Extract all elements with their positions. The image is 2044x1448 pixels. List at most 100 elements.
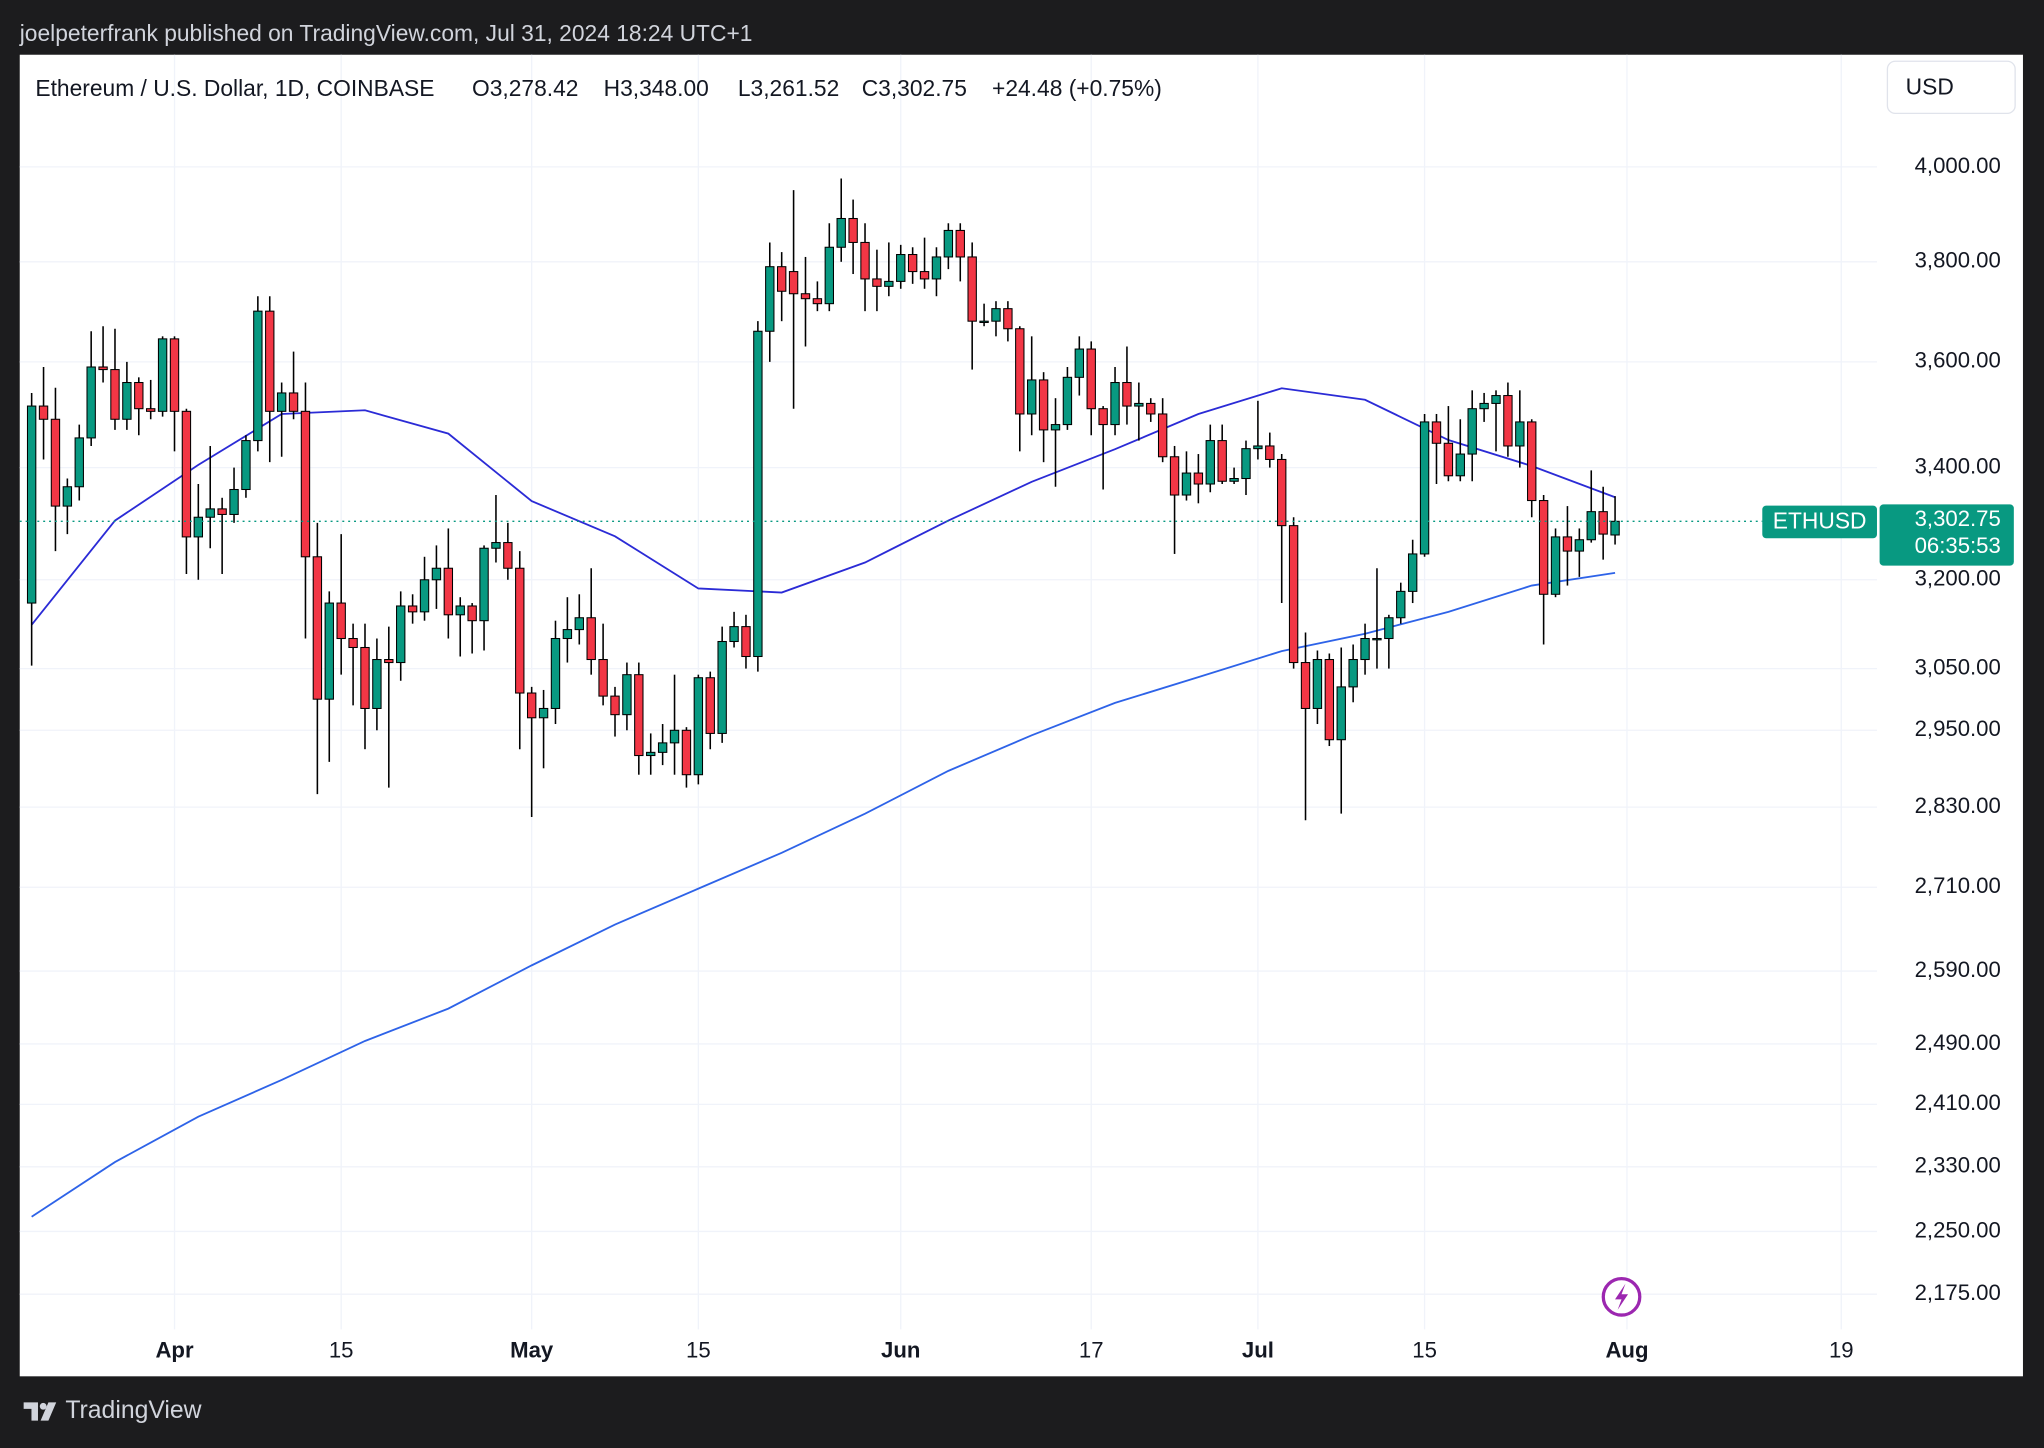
candle-body bbox=[110, 369, 120, 420]
candle-body bbox=[1479, 402, 1489, 410]
y-tick-label: 2,590.00 bbox=[1915, 957, 2001, 982]
candle-body bbox=[26, 405, 37, 604]
candle-body bbox=[74, 437, 84, 488]
candle-body bbox=[1455, 453, 1465, 477]
candle-body bbox=[181, 410, 192, 538]
candle-body bbox=[1134, 402, 1144, 407]
candle-body bbox=[646, 751, 656, 757]
candle-body bbox=[1574, 539, 1585, 552]
candle-body bbox=[1503, 395, 1513, 447]
candle-body bbox=[1384, 617, 1394, 640]
candle-body bbox=[765, 266, 775, 332]
candle-body bbox=[467, 605, 477, 622]
high-label: H3,348.00 bbox=[604, 75, 709, 101]
candle-body bbox=[1229, 477, 1239, 482]
countdown-label: 06:35:53 bbox=[1915, 533, 2001, 558]
published-line: joelpeterfrank published on TradingView.… bbox=[19, 20, 753, 46]
candle-body bbox=[407, 605, 418, 613]
candle-body bbox=[896, 254, 906, 282]
currency-label[interactable]: USD bbox=[1906, 74, 1954, 100]
candle-body bbox=[967, 256, 977, 322]
candle-body bbox=[1169, 456, 1180, 496]
candle-body bbox=[1372, 637, 1382, 641]
candle-body bbox=[1336, 686, 1346, 741]
candle-body bbox=[276, 392, 287, 412]
candle-body bbox=[1015, 328, 1025, 415]
candle-body bbox=[979, 320, 989, 324]
currency-button[interactable] bbox=[1886, 60, 2016, 115]
candle-body bbox=[991, 308, 1001, 322]
candle-body bbox=[1205, 440, 1215, 485]
candle-body bbox=[300, 410, 311, 558]
candle-body bbox=[1062, 376, 1073, 426]
footer-brand: TradingView bbox=[65, 1397, 201, 1424]
candle-body bbox=[705, 677, 715, 734]
candle-body bbox=[1098, 408, 1108, 426]
open-label: O3,278.42 bbox=[472, 75, 578, 101]
candle-body bbox=[1515, 421, 1525, 447]
candle-body bbox=[812, 298, 823, 305]
candle-body bbox=[146, 408, 156, 412]
candle-body bbox=[1193, 472, 1204, 485]
candle-body bbox=[526, 692, 537, 719]
candle-body bbox=[622, 674, 632, 716]
candle-body bbox=[1396, 590, 1406, 619]
candle-body bbox=[503, 542, 513, 569]
candle-body bbox=[443, 567, 454, 616]
candle-body bbox=[241, 440, 251, 491]
candle-body bbox=[776, 266, 787, 292]
candle-body bbox=[1086, 348, 1096, 410]
candle-body bbox=[384, 659, 394, 664]
candle-body bbox=[1277, 458, 1287, 527]
y-tick-label: 2,250.00 bbox=[1915, 1217, 2001, 1242]
y-tick-label: 3,600.00 bbox=[1915, 348, 2001, 373]
candle-body bbox=[1538, 500, 1549, 595]
candle-body bbox=[1360, 637, 1370, 661]
candle-body bbox=[1324, 659, 1335, 741]
y-tick-label: 2,710.00 bbox=[1915, 873, 2001, 898]
candle-body bbox=[1467, 408, 1477, 455]
candle-body bbox=[1181, 472, 1192, 496]
candle-body bbox=[729, 626, 739, 643]
lightning-icon[interactable] bbox=[1601, 1276, 1642, 1317]
x-tick-label: 19 bbox=[1829, 1337, 1854, 1362]
candle-body bbox=[86, 366, 96, 439]
candle-body bbox=[693, 677, 704, 776]
candle-body bbox=[193, 516, 204, 538]
candle-body bbox=[657, 742, 668, 753]
candle-body bbox=[419, 579, 430, 613]
candle-body bbox=[1122, 382, 1132, 407]
candle-body bbox=[1038, 379, 1049, 431]
candle-body bbox=[1157, 413, 1168, 458]
candle-body bbox=[169, 338, 180, 412]
candle-body bbox=[348, 637, 358, 649]
moving-average-line bbox=[30, 387, 1616, 626]
symbol-badge bbox=[1762, 505, 1877, 539]
candle-body bbox=[788, 271, 799, 295]
candle-body bbox=[98, 366, 108, 371]
candle-body bbox=[157, 338, 168, 412]
candle-body bbox=[681, 729, 692, 776]
candle-body bbox=[312, 556, 323, 700]
candle-body bbox=[265, 310, 275, 412]
candle-body bbox=[907, 254, 918, 273]
candle-body bbox=[253, 310, 263, 442]
candle-body bbox=[1407, 553, 1418, 592]
candle-body bbox=[538, 707, 549, 719]
candle-body bbox=[1598, 511, 1608, 535]
y-tick-label: 2,950.00 bbox=[1915, 716, 2001, 741]
candle-body bbox=[1610, 520, 1620, 536]
candle-body bbox=[943, 229, 954, 258]
candle-body bbox=[669, 729, 680, 744]
candle-body bbox=[324, 602, 334, 700]
candle-body bbox=[360, 646, 370, 709]
candle-body bbox=[372, 659, 382, 709]
candle-body bbox=[800, 293, 811, 300]
candle-body bbox=[860, 241, 870, 280]
candle-body bbox=[586, 617, 596, 661]
candle-body bbox=[1431, 421, 1442, 444]
candle-body bbox=[562, 629, 573, 640]
candle-body bbox=[134, 382, 144, 410]
symbol-title: Ethereum / U.S. Dollar, 1D, COINBASE bbox=[35, 75, 434, 101]
